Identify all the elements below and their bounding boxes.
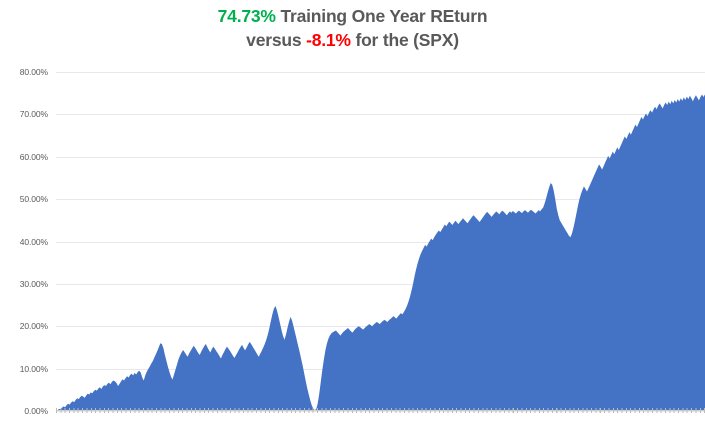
gridline: [56, 242, 705, 243]
chart-title-line-2: versus -8.1% for the (SPX): [0, 28, 705, 52]
plot-wrapper: 80.00% 70.00% 60.00% 50.00% 40.00% 30.00% 20.0…: [0, 60, 705, 422]
plot-area: [56, 60, 705, 422]
area-series: [56, 94, 705, 411]
y-axis: 80.00% 70.00% 60.00% 50.00% 40.00% 30.00% 20.0…: [0, 60, 56, 422]
chart-title: 74.73% Training One Year REturn versus -…: [0, 4, 705, 52]
area-series-path: [56, 94, 705, 411]
training-return-label: Training One Year REturn: [275, 6, 488, 26]
gridline: [56, 157, 705, 158]
y-tick-label: 20.00%: [19, 321, 48, 332]
x-axis-ticks: [56, 408, 705, 413]
gridline: [56, 72, 705, 73]
y-tick-label: 60.00%: [19, 151, 48, 162]
gridline: [56, 284, 705, 285]
training-return-value: 74.73%: [217, 6, 276, 26]
y-tick-label: 0.00%: [24, 406, 48, 416]
gridline: [56, 199, 705, 200]
y-tick-label: 40.00%: [19, 236, 48, 247]
y-tick-label: 50.00%: [19, 194, 48, 205]
y-tick-label: 10.00%: [19, 363, 48, 374]
spx-return-value: -8.1%: [306, 30, 351, 50]
y-tick-label: 70.00%: [19, 109, 48, 120]
chart-title-line-1: 74.73% Training One Year REturn: [0, 4, 705, 28]
versus-label: versus: [246, 30, 307, 50]
spx-label: for the (SPX): [350, 30, 459, 50]
gridline: [56, 114, 705, 115]
y-tick-label: 30.00%: [19, 278, 48, 289]
y-tick-label: 80.00%: [19, 67, 48, 77]
